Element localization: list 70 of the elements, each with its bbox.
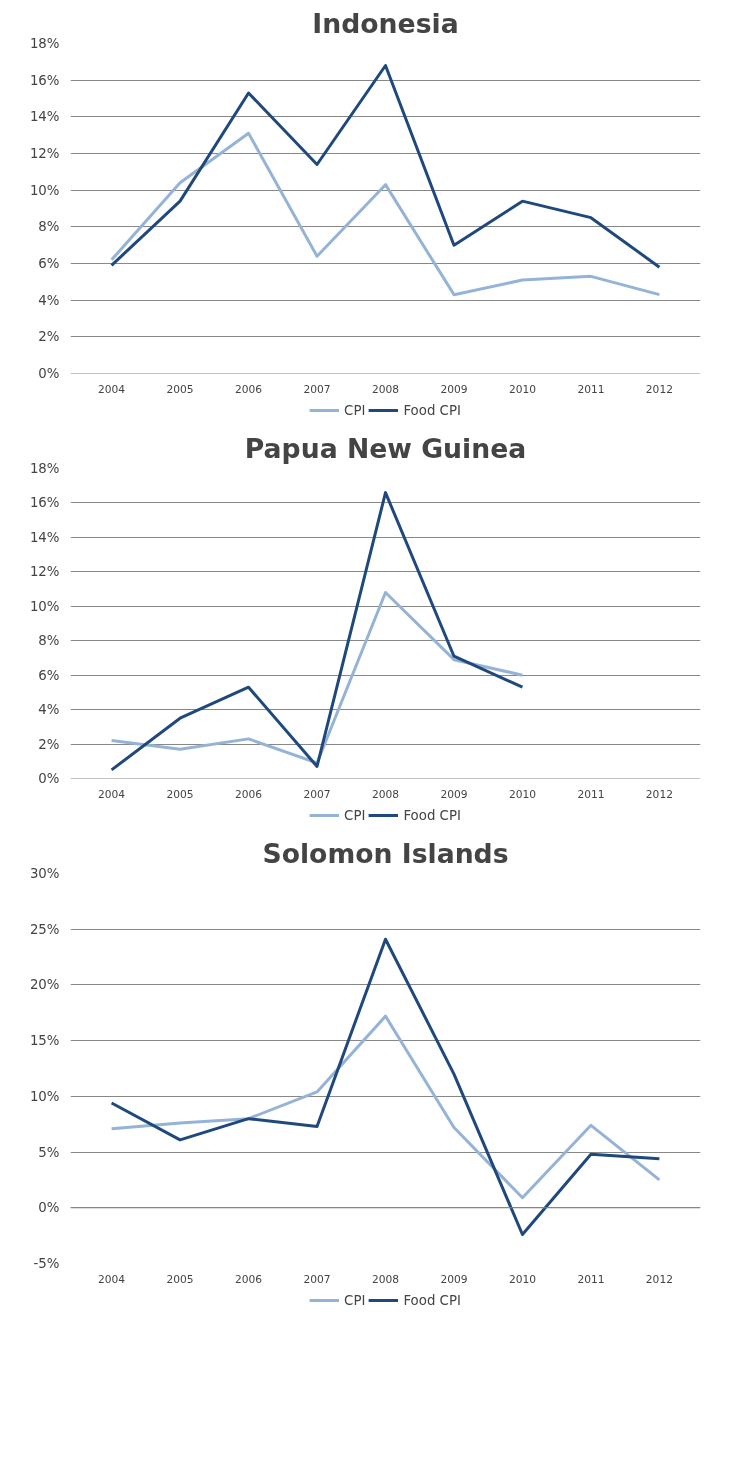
chart-title: Indonesia [312,7,459,39]
y-tick-label: 5% [38,1144,60,1160]
x-tick-label: 2006 [234,787,263,801]
y-tick-label: 20% [29,977,60,993]
legend-label: Food CPI [403,807,461,823]
line-series [110,937,661,1237]
x-tick-label: 2004 [98,787,126,801]
x-tick-label: 2009 [440,382,468,396]
y-tick-label: 4% [38,292,60,308]
x-tick-label: 2012 [645,382,673,396]
legend-label: CPI [344,1292,366,1308]
y-tick-label: 18% [29,461,60,476]
x-tick-label: 2011 [577,1272,605,1286]
chart-title: Papua New Guinea [244,432,527,464]
x-tick-label: 2007 [303,382,331,396]
line-series [110,131,661,297]
x-tick-label: 2010 [508,382,537,396]
y-tick-label: 14% [29,109,60,125]
x-tick-label: 2012 [645,1272,673,1286]
y-tick-label: 6% [38,256,60,271]
y-tick-label: 6% [38,667,60,683]
y-tick-label: 25% [29,921,60,937]
y-tick-label: 2% [38,329,60,345]
y-tick-label: 0% [38,771,60,786]
x-tick-label: 2010 [508,1272,537,1286]
line-series [110,591,524,765]
y-tick-label: 18% [29,36,60,51]
x-tick-label: 2005 [166,382,194,396]
y-tick-label: 14% [29,529,60,545]
line-series [110,1014,661,1200]
legend-label: CPI [344,807,366,823]
line-series [110,64,661,269]
legend-label: Food CPI [403,402,461,418]
x-tick-label: 2004 [98,1272,126,1286]
y-tick-label: 16% [29,72,60,88]
y-tick-label: 10% [29,182,60,198]
y-tick-label: -5% [33,1256,60,1271]
y-tick-label: 10% [29,1088,60,1104]
x-tick-label: 2008 [371,382,400,396]
x-tick-label: 2009 [440,1272,468,1286]
x-tick-label: 2009 [440,787,468,801]
y-tick-label: 4% [38,702,60,718]
chart-title: Solomon Islands [262,837,509,869]
y-tick-label: 8% [38,633,60,649]
line-series [110,491,524,772]
y-tick-label: 0% [38,366,60,381]
x-tick-label: 2008 [371,787,400,801]
x-tick-label: 2011 [577,382,605,396]
x-tick-label: 2004 [98,382,126,396]
x-tick-label: 2008 [371,1272,400,1286]
y-tick-label: 0% [38,1200,60,1216]
legend-label: Food CPI [403,1292,461,1308]
y-tick-label: 2% [38,736,60,752]
x-tick-label: 2005 [166,787,194,801]
y-tick-label: 12% [29,146,60,161]
x-tick-label: 2010 [508,787,537,801]
y-tick-label: 12% [29,564,60,580]
y-tick-label: 8% [38,219,60,235]
x-tick-label: 2011 [577,787,605,801]
x-tick-label: 2006 [234,382,263,396]
x-tick-label: 2007 [303,1272,331,1286]
legend-label: CPI [344,402,366,418]
x-tick-label: 2006 [234,1272,263,1286]
y-tick-label: 15% [29,1033,60,1049]
x-tick-label: 2012 [645,787,673,801]
y-tick-label: 16% [29,495,60,511]
x-tick-label: 2007 [303,787,331,801]
y-tick-label: 10% [29,598,60,614]
x-tick-label: 2005 [166,1272,194,1286]
y-tick-label: 30% [29,866,60,881]
